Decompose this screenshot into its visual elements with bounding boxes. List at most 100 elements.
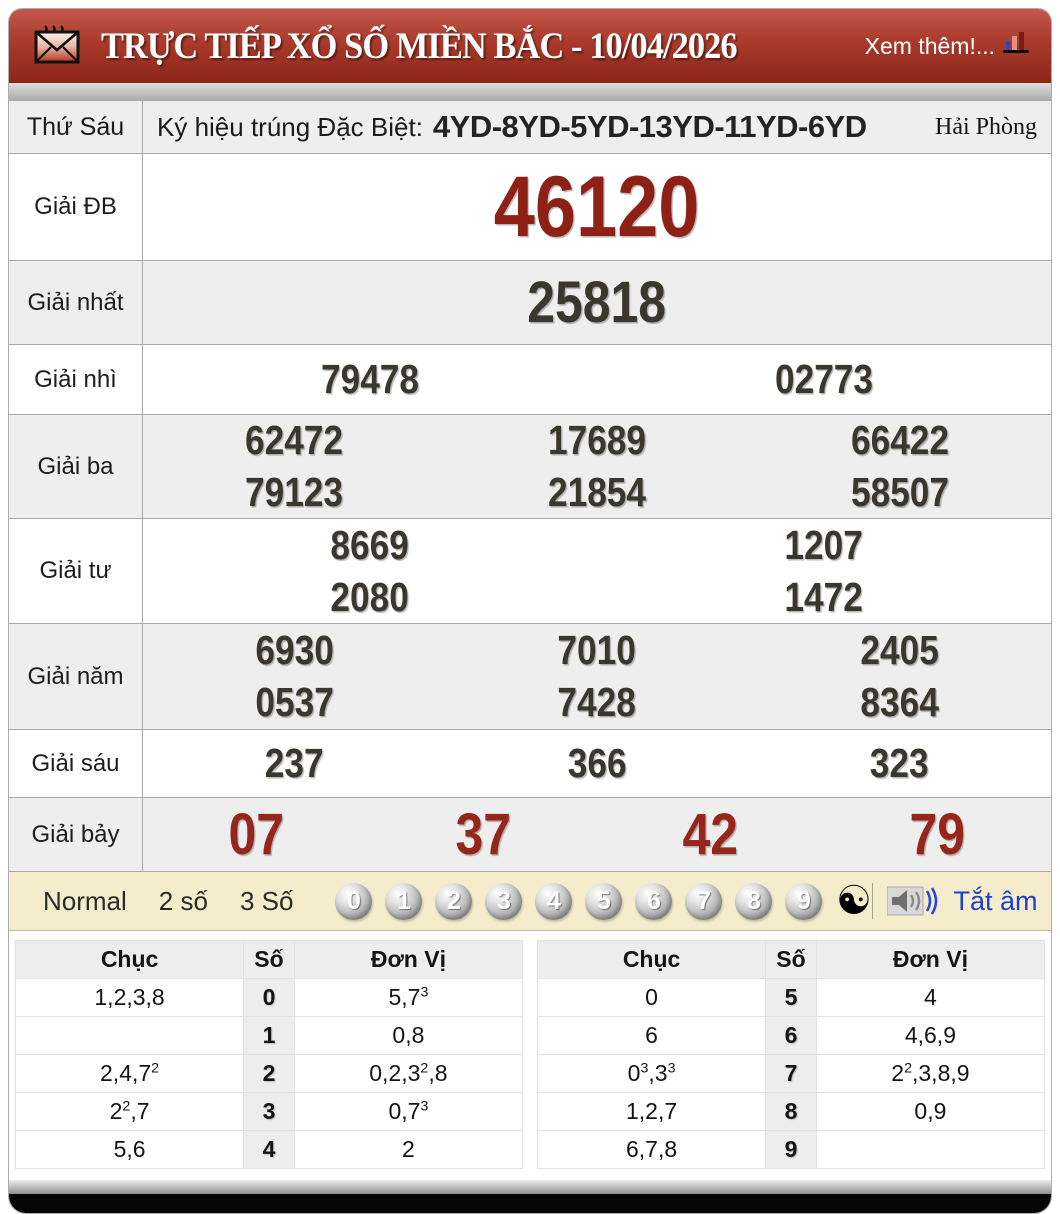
table-row: 0 5 4 [536,978,1046,1017]
mode-3so-button[interactable]: 3 Số [239,885,294,916]
mute-group: Tắt âm [872,883,1037,919]
cell-donvi: 4,6,9 [815,1016,1046,1055]
prize-label: Giải ĐB [9,154,143,260]
ball-7[interactable]: 7 [685,882,723,920]
prize-row-sau: Giải sáu 237 366 323 [9,730,1051,798]
cell-donvi: 0,9 [815,1092,1046,1131]
prize-number: 323 [870,740,930,786]
col-header-chuc: Chục [14,940,245,979]
prize-number: 6930 [255,626,334,673]
table-row: 22,7 3 0,73 [14,1092,524,1131]
ball-2[interactable]: 2 [435,882,473,920]
cell-chuc: 0 [536,978,767,1017]
ball-3[interactable]: 3 [485,882,523,920]
speaker-icon[interactable] [887,885,939,917]
mode-normal-button[interactable]: Normal [43,885,127,916]
prize-number: 79123 [245,468,344,515]
cell-donvi: 22,3,8,9 [815,1054,1046,1093]
province-label: Hải Phòng [935,113,1037,140]
prize-number: 46120 [494,159,700,255]
col-header-donvi: Đơn Vị [293,940,524,979]
ball-6[interactable]: 6 [635,882,673,920]
see-more-link[interactable]: Xem thêm!... [865,31,1029,61]
table-row: 2,4,72 2 0,2,32,8 [14,1054,524,1093]
lottery-widget: TRỰC TIẾP XỔ SỐ MIỀN BẮC - 10/04/2026 Xe… [8,8,1052,1214]
table-header-row: Chục Số Đơn Vị [536,940,1046,979]
ball-5[interactable]: 5 [585,882,623,920]
mute-button[interactable]: Tắt âm [953,885,1038,916]
cell-chuc: 2,4,72 [14,1054,245,1093]
prize-label: Giải năm [9,624,143,729]
ball-1[interactable]: 1 [385,882,423,920]
prize-number: 79 [909,801,966,867]
stats-table-right: Chục Số Đơn Vị 0 5 4 6 6 4,6,9 03,33 7 [536,940,1046,1169]
prize-label: Giải nhất [9,261,143,344]
col-header-donvi: Đơn Vị [815,940,1046,979]
special-symbol-label: Ký hiệu trúng Đặc Biệt: [157,111,423,142]
mode-2so-button[interactable]: 2 số [158,885,208,916]
prize-number: 237 [264,740,324,786]
cell-chuc [14,1016,245,1055]
cell-chuc: 22,7 [14,1092,245,1131]
ball-9[interactable]: 9 [785,882,823,920]
prize-number: 02773 [774,356,874,402]
prize-label: Giải sáu [9,730,143,797]
table-row: 6,7,8 9 [536,1130,1046,1169]
cell-so: 6 [765,1016,817,1055]
envelope-icon [31,18,83,75]
cell-chuc: 1,2,3,8 [14,978,245,1017]
see-more-label: Xem thêm!... [864,32,995,59]
footer-gray-bar [9,1180,1051,1194]
cell-so: 7 [765,1054,817,1093]
cell-donvi: 5,73 [293,978,524,1017]
yin-yang-icon[interactable]: ☯ [836,882,872,920]
prize-row-tu: Giải tư 8669 1207 2080 1472 [9,519,1051,624]
cell-chuc: 5,6 [14,1130,245,1169]
cell-donvi: 0,8 [293,1016,524,1055]
cell-so: 9 [765,1130,817,1169]
cell-donvi: 0,73 [293,1092,524,1131]
footer-black-bar [9,1194,1051,1213]
table-row: 1 0,8 [14,1016,524,1055]
prize-number: 66422 [850,417,949,464]
prize-number: 37 [455,801,512,867]
prize-row-bay: Giải bảy 07 37 42 79 [9,798,1051,872]
prize-number: 7428 [557,679,637,726]
cell-so: 1 [243,1016,295,1055]
cell-donvi: 0,2,32,8 [293,1054,524,1093]
cell-chuc: 03,33 [536,1054,767,1093]
prize-number: 0537 [255,679,334,726]
weekday-label: Thứ Sáu [9,101,143,153]
prize-number: 8364 [860,679,939,726]
prize-number: 62472 [245,417,344,464]
col-header-so: Số [765,940,817,979]
prize-number: 8669 [330,521,410,568]
ball-4[interactable]: 4 [535,882,573,920]
prize-number: 25818 [527,269,667,335]
table-row: 5,6 4 2 [14,1130,524,1169]
prize-label: Giải tư [9,519,143,623]
info-row: Thứ Sáu Ký hiệu trúng Đặc Biệt: 4YD-8YD-… [9,101,1051,154]
cell-donvi: 2 [293,1130,524,1169]
cell-chuc: 1,2,7 [536,1092,767,1131]
table-header-row: Chục Số Đơn Vị [14,940,524,979]
prize-row-nam: Giải năm 6930 7010 2405 0537 7428 8364 [9,624,1051,730]
cell-chuc: 6 [536,1016,767,1055]
ball-0[interactable]: 0 [335,882,373,920]
divider [872,883,874,919]
prize-number: 1472 [784,573,864,620]
table-row: 6 6 4,6,9 [536,1016,1046,1055]
prize-number: 42 [682,801,739,867]
col-header-chuc: Chục [536,940,767,979]
cell-donvi [815,1130,1046,1169]
prize-number: 79478 [320,356,420,402]
prize-number: 366 [567,740,627,786]
prize-label: Giải bảy [9,798,143,871]
controls-bar: Normal 2 số 3 Số 0 1 2 3 4 5 6 7 8 9 ☯ [9,872,1051,931]
ball-8[interactable]: 8 [735,882,773,920]
table-row: 03,33 7 22,3,8,9 [536,1054,1046,1093]
cell-donvi: 4 [815,978,1046,1017]
prize-label: Giải nhì [9,345,143,414]
prize-row-db: Giải ĐB 46120 [9,154,1051,261]
